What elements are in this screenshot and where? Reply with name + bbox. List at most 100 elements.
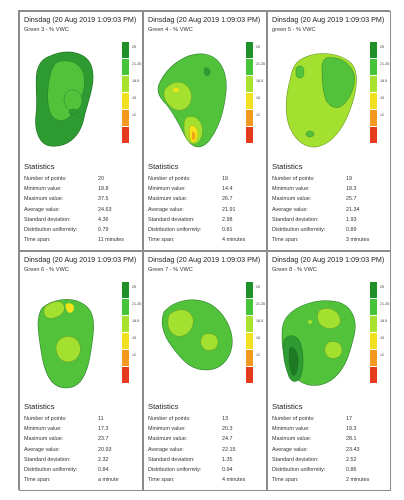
stat-label: Time span: [148,237,175,244]
stat-value: 24.63 [98,206,112,213]
stat-label: Time span: [24,477,51,484]
stat-value: 0.81 [222,226,233,233]
stat-label: Time span: [272,237,299,244]
stat-label: Distribution uniformity: [24,226,78,233]
legend-label: 18.5 [132,79,139,83]
stat-row: Minimum value: 19.3 [272,424,386,434]
green-4-panel: Dinsdag (20 Aug 2019 1:09:03 PM) Green 4… [143,11,267,251]
stat-row: Minimum value: 18.8 [24,184,138,194]
legend-label: 12 [380,113,384,117]
stat-value: 28.1 [346,436,357,443]
stat-row: Distribution uniformity: 0.79 [24,225,138,235]
legend-label: 21.25 [132,62,141,66]
legend-label: 12 [132,353,136,357]
stat-row: Standard deviation: 1.93 [272,215,386,225]
green-5-panel: Dinsdag (20 Aug 2019 1:09:03 PM) green 5… [267,11,391,251]
moisture-map [281,300,356,386]
stat-row: Number of points: 11 [24,414,138,424]
legend-label: 15 [256,96,260,100]
stat-label: Standard deviation: [272,456,319,463]
stat-value: 23.7 [98,436,109,443]
stat-value: 4 minutes [222,477,246,484]
stat-row: Time span: 3 minutes [272,235,386,245]
stat-label: Distribution uniformity: [148,226,202,233]
statistics-section: Statistics Number of points: 19 Minimum v… [272,162,386,245]
legend-label: 12 [256,113,260,117]
legend-label: 25 [256,285,260,289]
stat-row: Maximum value: 23.7 [24,434,138,444]
legend-label: 21.25 [256,302,265,306]
panel-subtitle: Green 7 - % VWC [148,267,193,273]
stat-label: Maximum value: [272,196,312,203]
stat-label: Time span: [24,237,51,244]
stat-row: Standard deviation: 2.98 [148,215,262,225]
legend-label: 21.25 [380,62,389,66]
legend-label: 15 [132,336,136,340]
legend-label: 21.25 [132,302,141,306]
stat-value: 18.3 [346,186,357,193]
panel-title: Dinsdag (20 Aug 2019 1:09:03 PM) [24,255,137,264]
stat-row: Average value: 23.43 [272,445,386,455]
moisture-map [285,53,357,148]
stat-row: Maximum value: 25.7 [272,194,386,204]
stat-label: Distribution uniformity: [272,466,326,473]
stat-row: Distribution uniformity: 0.86 [272,465,386,475]
statistics-section: Statistics Number of points: 11 Minimum v… [24,402,138,485]
stat-value: 26.7 [222,196,233,203]
color-legend: 25 21.25 18.5 15 12 [122,282,142,384]
stat-label: Number of points: [24,176,67,182]
legend-label: 12 [380,353,384,357]
stat-label: Time span: [148,477,175,484]
statistics-section: Statistics Number of points: 19 Minimum v… [148,162,262,245]
stat-label: Maximum value: [24,436,64,443]
stat-row: Number of points: 17 [272,414,386,424]
legend-label: 25 [256,45,260,49]
stat-label: Number of points: [24,416,67,422]
stat-row: Standard deviation: 1.35 [148,455,262,465]
stat-value: 2.98 [222,216,233,223]
legend-label: 21.25 [380,302,389,306]
stat-value: 3 minutes [346,237,370,244]
stat-value: 14.4 [222,186,233,193]
stat-row: Maximum value: 37.5 [24,194,138,204]
stat-row: Minimum value: 14.4 [148,184,262,194]
stat-label: Distribution uniformity: [24,466,78,473]
stat-value: 0.86 [346,466,357,473]
stat-label: Number of points: [148,176,191,182]
stat-label: Standard deviation: [24,456,71,463]
stat-label: Standard deviation: [24,216,71,223]
stat-row: Average value: 20.93 [24,445,138,455]
stat-label: Number of points: [148,416,191,422]
stat-label: Number of points: [272,176,315,182]
legend-label: 25 [380,285,384,289]
panel-subtitle: Green 8 - % VWC [272,267,317,273]
legend-label: 12 [256,353,260,357]
stat-row: Distribution uniformity: 0.84 [24,465,138,475]
legend-label: 25 [132,45,136,49]
stat-value: 11 minutes [98,237,124,244]
stat-label: Number of points: [272,416,315,422]
stat-row: Time span: 2 minutes [272,475,386,485]
legend-label: 18.5 [380,319,387,323]
stat-row: Minimum value: 17.3 [24,424,138,434]
stat-label: Minimum value: [272,186,310,193]
stat-row: Average value: 21.34 [272,205,386,215]
legend-label: 15 [256,336,260,340]
statistics-heading: Statistics [272,162,303,171]
statistics-heading: Statistics [148,162,179,171]
stat-row: Time span: 4 minutes [148,235,262,245]
stat-label: Average value: [272,446,308,453]
legend-label: 15 [132,96,136,100]
legend-label: 15 [380,96,384,100]
stat-label: Time span: [272,477,299,484]
stat-label: Average value: [24,446,60,453]
stat-value: a minute [98,477,119,484]
color-legend: 25 21.25 18.5 15 12 [246,282,266,384]
stat-label: Minimum value: [148,186,186,193]
stat-value: 25.7 [346,196,357,203]
moisture-map [37,299,94,389]
stat-value: 21.34 [346,206,360,213]
stat-row: Number of points: 19 [148,174,262,184]
stat-row: Maximum value: 24.7 [148,434,262,444]
legend-label: 21.25 [256,62,265,66]
